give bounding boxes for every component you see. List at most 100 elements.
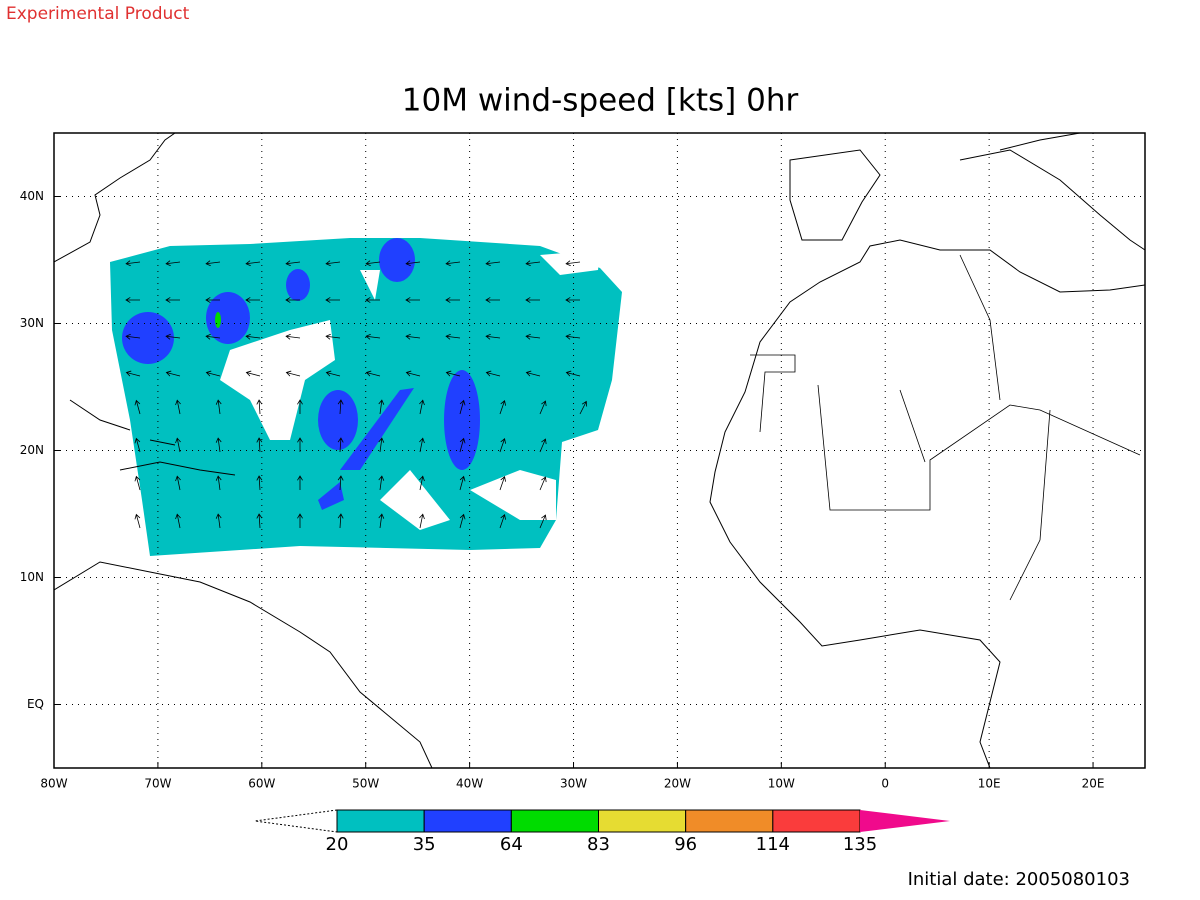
x-tick-label: 80W: [40, 777, 67, 791]
x-tick-label: 20W: [664, 777, 691, 791]
wind-vector: [459, 399, 466, 415]
wind-vector: [245, 260, 261, 267]
x-tick-label: 30W: [560, 777, 587, 791]
wind-vector: [459, 475, 466, 491]
wind-vector: [325, 370, 341, 377]
colorbar-extend-high: [860, 810, 950, 832]
wind-vector: [365, 297, 380, 303]
colorbar-box: [423, 809, 512, 833]
wind-vector: [337, 399, 344, 415]
y-tick-label: 10N: [20, 570, 44, 584]
wind-field-gap: [360, 270, 380, 300]
y-tick-label: 40N: [20, 189, 44, 203]
wind-vector: [165, 260, 181, 267]
wind-field-green: [215, 312, 221, 328]
colorbar-label: 83: [587, 834, 610, 855]
wind-vector: [215, 437, 222, 453]
wind-vector: [459, 437, 466, 453]
wind-vector: [405, 297, 420, 303]
colorbar-label: 114: [756, 834, 790, 855]
y-tick-label: 30N: [20, 316, 44, 330]
wind-vector: [539, 476, 547, 491]
colorbar-label: 20: [326, 834, 349, 855]
wind-field-blue: [286, 269, 310, 301]
wind-vector: [285, 370, 301, 377]
wind-vector: [256, 513, 263, 529]
wind-vector: [485, 333, 501, 340]
wind-vector: [579, 400, 588, 415]
wind-field-blue: [318, 482, 344, 510]
wind-vector: [405, 333, 421, 340]
colorbar-label: 96: [674, 834, 697, 855]
wind-field-blue: [340, 388, 414, 470]
coastline: [54, 133, 176, 263]
wind-vector: [499, 400, 507, 415]
wind-vector: [175, 513, 181, 529]
plot-frame: [53, 132, 1146, 769]
wind-vector: [539, 438, 547, 453]
colorbar-label: 135: [843, 834, 877, 855]
wind-field-blue: [206, 292, 250, 344]
wind-vector: [445, 260, 461, 267]
wind-field-gap: [220, 320, 335, 440]
border: [750, 254, 1141, 601]
wind-vector: [165, 297, 180, 303]
wind-vector: [539, 514, 547, 529]
wind-field-blue: [122, 312, 174, 364]
wind-vector: [499, 476, 507, 491]
wind-vector: [297, 475, 303, 490]
wind-vector: [285, 260, 301, 267]
wind-vector: [565, 370, 581, 377]
wind-vector: [325, 260, 341, 267]
wind-vector: [337, 437, 344, 453]
wind-vector: [565, 260, 581, 267]
wind-vector: [134, 475, 141, 491]
colorbar-label: 35: [413, 834, 436, 855]
coastline: [789, 149, 881, 241]
wind-field-gap: [470, 470, 556, 520]
wind-vector: [205, 333, 221, 340]
wind-vector: [215, 513, 222, 529]
colorbar-box: [598, 809, 687, 833]
wind-vector: [325, 297, 340, 303]
wind-vector: [485, 260, 501, 267]
wind-vector: [525, 260, 541, 267]
wind-vector: [175, 399, 181, 415]
wind-vector: [297, 513, 303, 528]
wind-vector: [175, 437, 181, 453]
colorbar-label: 64: [500, 834, 523, 855]
wind-vector: [297, 437, 303, 452]
wind-vector: [297, 399, 303, 414]
wind-vector: [378, 475, 385, 491]
wind-vector: [365, 333, 381, 340]
colorbar-box: [336, 809, 425, 833]
wind-vector: [419, 475, 425, 491]
wind-vectors: [125, 260, 588, 529]
wind-vector: [134, 513, 141, 529]
wind-vector: [378, 437, 385, 453]
x-tick-label: 0: [881, 777, 889, 791]
wind-field-blue: [444, 370, 480, 470]
wind-vector: [445, 297, 460, 303]
note: Experimental Product: [6, 4, 190, 24]
map-title: 10M wind-speed [kts] 0hr: [402, 83, 799, 119]
colorbar-box: [772, 809, 861, 833]
colorbar-box: [685, 809, 774, 833]
wind-vector: [285, 297, 300, 303]
wind-vector: [405, 370, 421, 377]
wind-vector: [365, 260, 381, 267]
wind-vector: [565, 297, 580, 303]
wind-field-gap: [380, 470, 450, 530]
wind-vector: [134, 437, 141, 453]
wind-vector: [125, 333, 141, 340]
grid: 80W 70W 60W 50W 40W 30W 20W 10W 0 10E 20E EQ 10N 20N 3…: [20, 133, 1145, 791]
wind-vector: [256, 475, 263, 491]
wind-vector: [256, 399, 263, 415]
wind-vector: [499, 514, 507, 529]
wind-vector: [256, 437, 263, 453]
wind-vector: [378, 513, 385, 529]
wind-vector: [405, 260, 421, 267]
colorbar-extend-low: [254, 809, 338, 833]
wind-field-gap: [540, 250, 600, 275]
wind-vector: [419, 437, 425, 453]
